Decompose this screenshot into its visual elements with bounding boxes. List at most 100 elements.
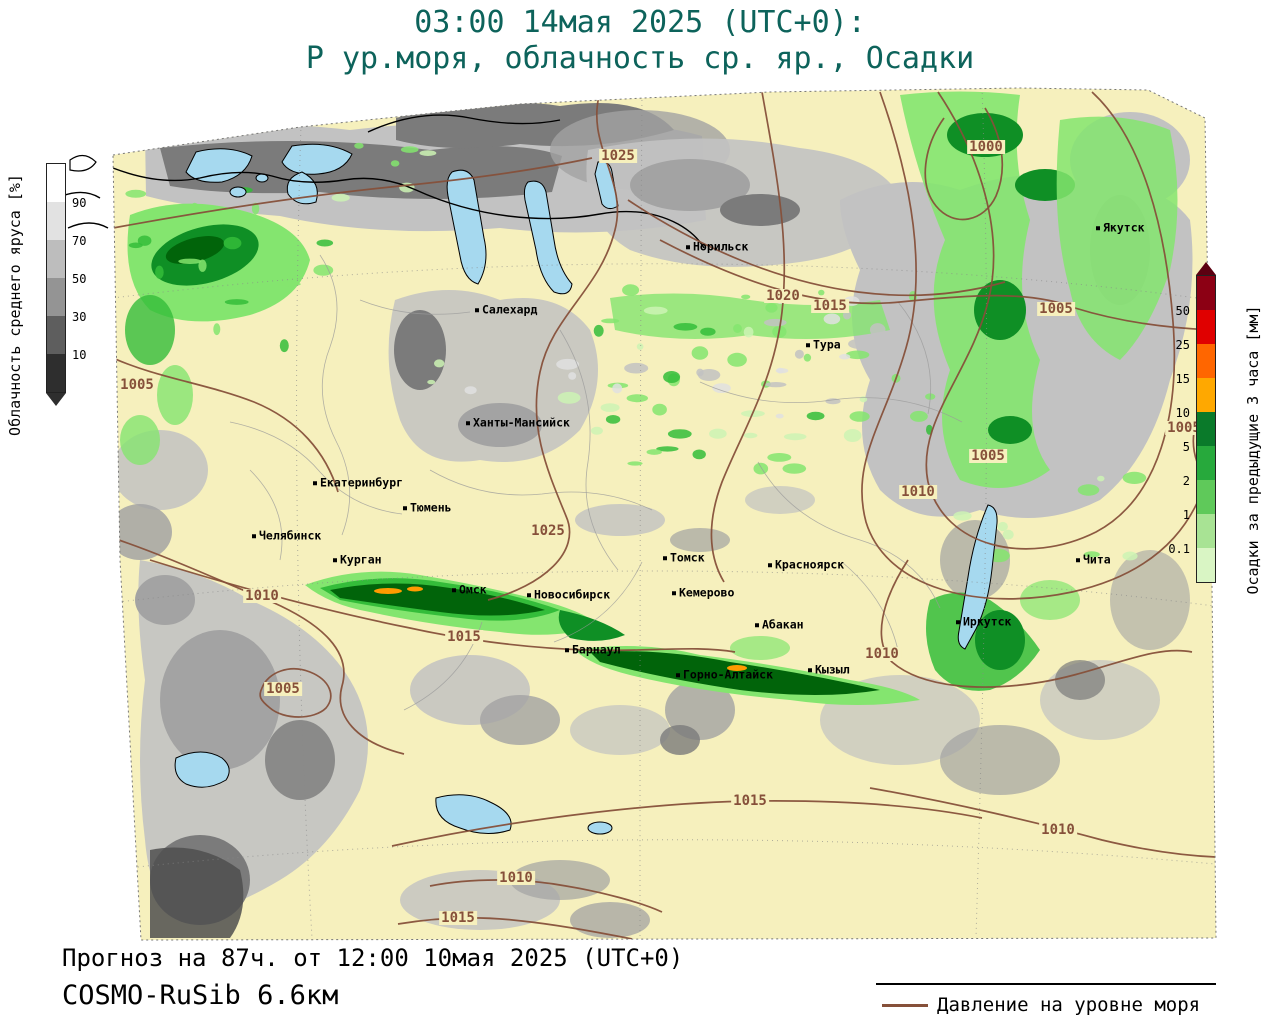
isobar-value-label: 1015 [445, 629, 483, 645]
city-marker: Ханты-Мансийск [466, 417, 570, 429]
graticule [113, 88, 1216, 939]
isobar-value-label: 1010 [243, 588, 281, 604]
city-marker: Красноярск [768, 559, 844, 571]
city-marker: Томск [663, 552, 705, 564]
city-label: Барнаул [572, 642, 621, 657]
model-name-text: COSMO-RuSib 6.6км [62, 980, 339, 1011]
city-dot-icon [808, 668, 812, 672]
city-label: Салехард [482, 302, 538, 317]
city-label: Абакан [762, 617, 804, 632]
isobar-value-label: 1010 [497, 870, 535, 886]
city-dot-icon [755, 623, 759, 627]
precipitation-layer [120, 91, 1178, 705]
city-label: Якутск [1103, 220, 1145, 235]
city-marker: Новосибирск [527, 589, 610, 601]
colorbar-tick: 10 [1175, 406, 1190, 420]
colorbar-segment: 50 [1176, 276, 1215, 317]
isobar-line-sample [882, 1003, 928, 1007]
city-label: Тура [813, 337, 841, 352]
city-marker: Барнаул [565, 644, 620, 656]
city-dot-icon [403, 506, 407, 510]
city-marker: Горно-Алтайск [676, 669, 773, 681]
city-label: Ханты-Мансийск [473, 415, 570, 430]
water-bodies [174, 143, 998, 835]
colorbar-tick: 1 [1182, 508, 1190, 522]
city-label: Кемерово [679, 585, 735, 600]
city-dot-icon [956, 620, 960, 624]
legend-divider [876, 983, 1216, 985]
precipitation-colorbar: 50 25 15 10 5 2 1 0.1 [1168, 262, 1216, 583]
colorbar-segment: 1 [1183, 480, 1215, 521]
city-dot-icon [252, 534, 256, 538]
city-dot-icon [1096, 226, 1100, 230]
isobar-value-label: 1000 [967, 139, 1005, 155]
city-dot-icon [452, 588, 456, 592]
city-marker: Челябинск [252, 530, 321, 542]
colorbar-segment: 50 [47, 240, 86, 285]
colorbar-tick: 90 [72, 196, 87, 210]
colorbar-segment: 70 [47, 202, 86, 247]
outside-domain-coast [61, 154, 109, 229]
city-marker: Тюмень [403, 502, 452, 514]
city-marker: Салехард [475, 304, 537, 316]
city-label: Новосибирск [534, 587, 611, 602]
domain-border [112, 87, 1217, 941]
isobar-value-label: 1015 [731, 793, 769, 809]
cloudiness-colorbar: 90 70 50 30 10 [46, 150, 86, 406]
admin-boundaries [229, 254, 963, 711]
city-dot-icon [333, 558, 337, 562]
isobar-value-label: 1010 [1039, 822, 1077, 838]
isobar-value-label: 1010 [863, 646, 901, 662]
city-label: Норильск [693, 239, 749, 254]
city-label: Курган [340, 552, 382, 567]
forecast-time-title: 03:00 14мая 2025 (UTC+0): [414, 5, 866, 40]
isobar-value-label: 1015 [439, 910, 477, 926]
colorbar-tick: 5 [1182, 440, 1190, 454]
city-dot-icon [686, 245, 690, 249]
city-label: Чита [1083, 552, 1111, 567]
isobar-value-label: 1005 [1165, 420, 1203, 436]
city-label: Омск [459, 582, 487, 597]
model-domain [113, 88, 1216, 940]
city-dot-icon [565, 648, 569, 652]
colorbar-arrow-top [1196, 262, 1216, 275]
isobar-value-label: 1005 [969, 448, 1007, 464]
colorbar-segment: 10 [1176, 378, 1215, 419]
colorbar-tick: 50 [72, 272, 87, 286]
precipitation-colorbar-label: Осадки за предыдущие 3 часа [мм] [1244, 305, 1262, 595]
colorbar-segment: 15 [1176, 344, 1215, 385]
city-label: Иркутск [963, 614, 1012, 629]
city-marker: Курган [333, 554, 382, 566]
pressure-legend: Давление на уровне моря [882, 994, 1200, 1016]
city-dot-icon [768, 563, 772, 567]
city-label: Тюмень [410, 500, 452, 515]
colorbar-segment: 0.1 [1168, 514, 1215, 555]
isobar-value-label: 1015 [811, 298, 849, 314]
city-marker: Омск [452, 584, 487, 596]
forecast-fields-title: P ур.моря, облачность ср. яр., Осадки [305, 41, 975, 76]
isobar-value-label: 1025 [599, 148, 637, 164]
isobar-value-label: 1005 [1037, 301, 1075, 317]
city-marker: Якутск [1096, 222, 1145, 234]
city-dot-icon [475, 308, 479, 312]
city-dot-icon [676, 673, 680, 677]
colorbar-segment [1197, 548, 1215, 582]
colorbar-tick: 15 [1175, 372, 1190, 386]
pressure-legend-label: Давление на уровне моря [937, 994, 1201, 1016]
isobar-value-label: 1010 [899, 484, 937, 500]
colorbar-segment: 90 [47, 164, 86, 209]
city-dot-icon [313, 481, 317, 485]
colorbar-segment: 2 [1183, 446, 1215, 487]
colorbar-tick: 25 [1175, 338, 1190, 352]
colorbar-tick: 30 [72, 310, 87, 324]
forecast-lead-time-text: Прогноз на 87ч. от 12:00 10мая 2025 (UTC… [62, 944, 684, 972]
city-label: Томск [670, 550, 705, 565]
colorbar-tick: 10 [72, 348, 87, 362]
isobar-value-label: 1020 [764, 288, 802, 304]
colorbar-segments: 50 25 15 10 5 2 1 0.1 [1168, 275, 1216, 583]
city-label: Челябинск [259, 528, 322, 543]
city-dot-icon [1076, 558, 1080, 562]
isobar-value-label: 1005 [118, 377, 156, 393]
city-marker: Абакан [755, 619, 804, 631]
